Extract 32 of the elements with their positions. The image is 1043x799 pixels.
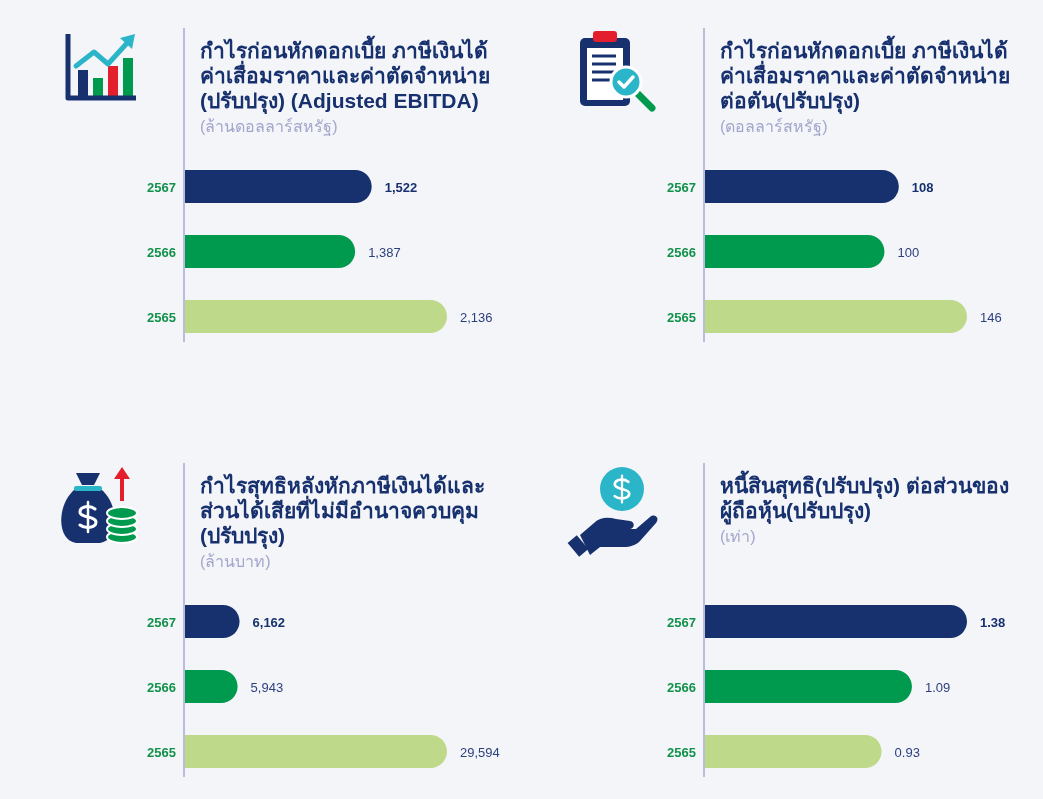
- y-tick-label: 2566: [147, 679, 176, 695]
- data-label: 0.93: [894, 744, 920, 760]
- data-label: 146: [980, 309, 1002, 325]
- chart-subtitle: (เท่า): [720, 528, 756, 545]
- data-label: 1,387: [368, 244, 401, 260]
- data-label: 2,136: [460, 309, 493, 325]
- y-tick-label: 2565: [147, 744, 176, 760]
- y-tick-label: 2566: [667, 244, 696, 260]
- y-tick-label: 2565: [667, 744, 696, 760]
- chart-subtitle: (ล้านบาท): [200, 553, 271, 570]
- y-tick-label: 2567: [667, 179, 696, 195]
- data-label: 100: [897, 244, 920, 260]
- data-label: 108: [911, 179, 934, 195]
- y-tick-label: 2566: [147, 244, 176, 260]
- data-label: 1.38: [980, 614, 1006, 630]
- chart-title: กำไรก่อนหักดอกเบี้ย ภาษีเงินได้ ค่าเสื่อมราคาและค่าตัดจำหน่าย ต่อตัน(ปรับปรุง): [720, 35, 1010, 115]
- data-label: 5,943: [250, 679, 284, 695]
- y-tick-label: 2565: [147, 309, 176, 325]
- chart-title: หนี้สินสุทธิ(ปรับปรุง) ต่อส่วนของ ผู้ถือหุ้น(ปรับปรุง): [720, 470, 1009, 525]
- data-label: 29,594: [460, 744, 500, 760]
- data-label: 1,522: [384, 179, 418, 195]
- data-label: 1.09: [924, 679, 951, 695]
- chart-title: กำไรสุทธิหลังหักภาษีเงินได้และ ส่วนได้เสียที่ไม่มีอำนาจควบคุม (ปรับปรุง): [200, 473, 485, 550]
- chart-subtitle: (ล้านดอลลาร์สหรัฐ): [200, 117, 338, 136]
- data-label: 6,162: [252, 614, 286, 630]
- y-tick-label: 2567: [147, 179, 176, 195]
- chart-subtitle: (ดอลลาร์สหรัฐ): [720, 117, 828, 136]
- y-tick-label: 2567: [667, 614, 696, 630]
- y-tick-label: 2565: [667, 309, 696, 325]
- y-tick-label: 2567: [147, 614, 176, 630]
- chart-title: กำไรก่อนหักดอกเบี้ย ภาษีเงินได้ ค่าเสื่อมราคาและค่าตัดจำหน่าย (ปรับปรุง) (Adjusted EBITDA): [200, 35, 490, 115]
- y-tick-label: 2566: [667, 679, 696, 695]
